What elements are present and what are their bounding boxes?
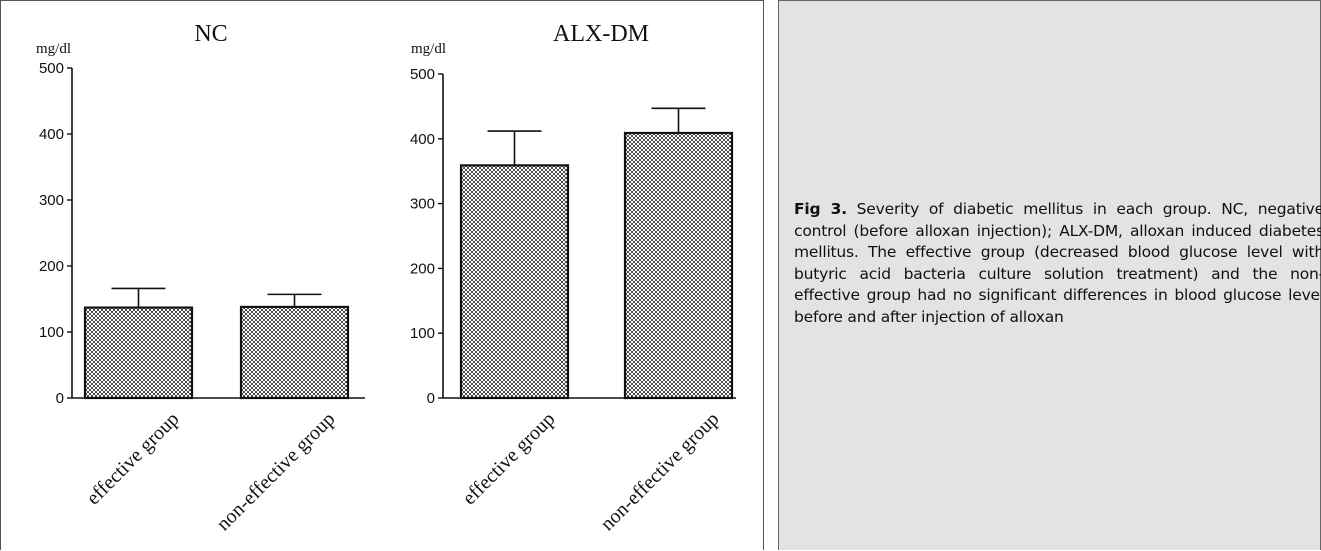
caption-label: Fig 3. [794,200,847,218]
y-tick-label: 500 [39,60,64,77]
y-tick-label: 400 [39,126,64,143]
category-label: non-effective group [596,408,723,535]
bar [83,306,194,400]
bar [239,305,350,400]
y-tick-label: 200 [39,258,64,275]
y-axis-unit: mg/dl [411,41,446,57]
category-label: effective group [458,408,559,509]
y-tick-label: 0 [427,390,435,407]
category-label: non-effective group [212,408,339,535]
figure-panel: NC mg/dl 0 100 200 300 400 500 effective group no… [0,0,764,550]
y-axis-unit: mg/dl [36,41,71,57]
figure-caption: Fig 3. Severity of diabetic mellitus in … [794,199,1321,328]
bar [623,131,734,400]
chart-title: NC [194,21,227,47]
y-tick-label: 400 [410,131,435,148]
y-tick-label: 300 [39,192,64,209]
y-tick-label: 0 [56,390,64,407]
figure-charts: NC mg/dl 0 100 200 300 400 500 effective group no… [36,21,736,535]
caption-body: Severity of diabetic mellitus in each gr… [794,200,1321,326]
chart-2: ALX-DM mg/dl 0 100 200 300 400 500 effective gro… [410,21,736,535]
bar [459,164,570,400]
y-tick-label: 500 [410,66,435,83]
chart-1: NC mg/dl 0 100 200 300 400 500 effective group no… [36,21,365,535]
y-tick-label: 200 [410,260,435,277]
y-tick-label: 100 [410,325,435,342]
y-tick-label: 100 [39,324,64,341]
category-label: effective group [82,408,183,509]
chart-title: ALX-DM [553,21,649,47]
y-tick-label: 300 [410,196,435,213]
caption-panel: Fig 3. Severity of diabetic mellitus in … [778,0,1321,550]
